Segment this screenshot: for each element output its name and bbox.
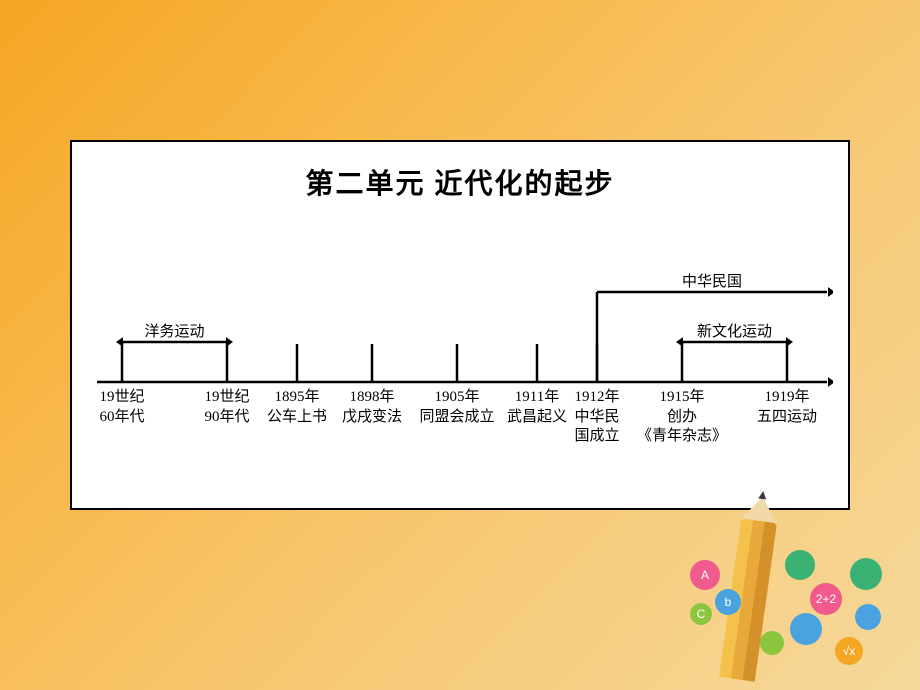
decor-bubble xyxy=(785,550,815,580)
timeline-event-label: 1905年 同盟会成立 xyxy=(412,388,502,427)
timeline-event-label: 1912年 中华民 国成立 xyxy=(552,388,642,447)
decor-bubble: 2+2 xyxy=(810,583,842,615)
decor-bubble xyxy=(790,613,822,645)
timeline-panel: 第二单元 近代化的起步 19世纪 60年代19世纪 90年代1895年 公车上书… xyxy=(70,140,850,510)
timeline-span-label: 洋务运动 xyxy=(125,320,225,341)
decor-bubble xyxy=(850,558,882,590)
panel-title: 第二单元 近代化的起步 xyxy=(87,162,833,202)
decor-bubble xyxy=(760,631,784,655)
timeline-span-label: 新文化运动 xyxy=(685,320,785,341)
decor-bubble: C xyxy=(690,603,712,625)
timeline-span-label: 中华民国 xyxy=(662,270,762,291)
timeline-event-label: 1898年 戊戌变法 xyxy=(327,388,417,427)
timeline-event-label: 1915年 创办 《青年杂志》 xyxy=(637,388,727,447)
decoration-cluster: AbC 2+2 √x xyxy=(690,510,910,680)
decor-bubble: b xyxy=(715,589,741,615)
timeline: 19世纪 60年代19世纪 90年代1895年 公车上书1898年 戊戌变法19… xyxy=(87,242,833,482)
timeline-event-label: 19世纪 60年代 xyxy=(77,388,167,427)
decor-bubble xyxy=(855,604,881,630)
decor-bubble: A xyxy=(690,560,720,590)
timeline-event-label: 1919年 五四运动 xyxy=(742,388,832,427)
decor-bubble: √x xyxy=(835,637,863,665)
